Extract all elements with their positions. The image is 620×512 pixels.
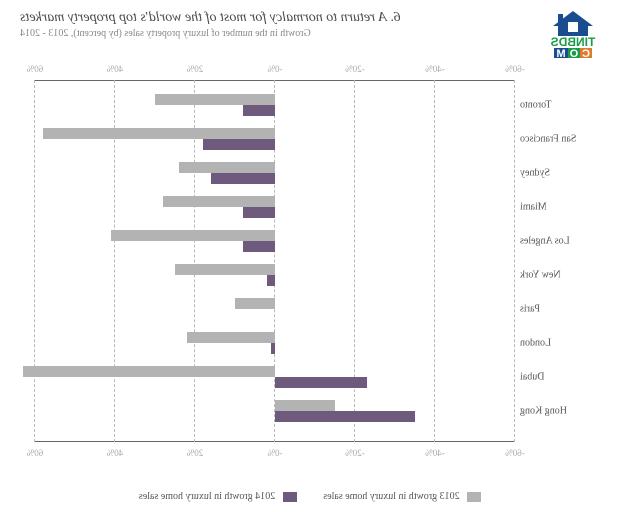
bar: [243, 241, 275, 252]
category-label: New York: [520, 270, 600, 281]
legend-item-2013: 2013 growth in luxury home sales: [323, 491, 481, 502]
svg-text:M: M: [556, 48, 565, 58]
svg-text:C: C: [582, 48, 590, 58]
chart-subtitle: Growth in the number of luxury property …: [20, 28, 600, 39]
bar: [111, 230, 275, 241]
bar: [179, 162, 275, 173]
category-label: San Francisco: [520, 134, 600, 145]
legend-swatch: [283, 492, 297, 502]
x-tick-bottom: -0%: [268, 448, 283, 458]
svg-text:TINBDS: TINBDS: [551, 35, 596, 49]
svg-text:O: O: [569, 48, 578, 58]
bar: [267, 275, 275, 286]
bar: [243, 207, 275, 218]
category-label: London: [520, 338, 600, 349]
category-label: Paris: [520, 304, 600, 315]
category-label: Dubai: [520, 372, 600, 383]
bar: [275, 377, 367, 388]
chart-area: -60% -60% -40% -40% -20% -20% -0% -0% 20% 20% 40% 4…: [20, 62, 600, 462]
x-tick-bottom: -60%: [505, 448, 525, 458]
category-label: Los Angeles: [520, 236, 600, 247]
axis-bottom: [35, 441, 515, 442]
brand-logo: TINBDS C O M: [538, 8, 608, 58]
chart-plot: -60%-60%-40%-40%-20%-20%-0%-0%20%20%40%4…: [35, 80, 515, 442]
bar: [275, 400, 335, 411]
category-label: Miami: [520, 202, 600, 213]
bar: [187, 332, 275, 343]
bar: [23, 366, 275, 377]
gridline: [434, 80, 435, 442]
x-tick-top: 40%: [107, 64, 124, 74]
gridline: [34, 80, 35, 442]
legend-item-2014: 2014 growth in luxury home sales: [139, 491, 297, 502]
category-label: Hong Kong: [520, 406, 600, 417]
x-tick-bottom: 20%: [187, 448, 204, 458]
x-tick-top: -0%: [268, 64, 283, 74]
bar: [271, 343, 275, 354]
x-tick-top: 60%: [27, 64, 44, 74]
gridline: [514, 80, 515, 442]
category-label: Sydney: [520, 168, 600, 179]
x-tick-bottom: -40%: [425, 448, 445, 458]
chart-header: 6. A return to normalcy for most of the …: [0, 0, 620, 44]
legend-label: 2013 growth in luxury home sales: [323, 491, 459, 502]
bar: [155, 94, 275, 105]
bar: [203, 139, 275, 150]
chart-legend: 2013 growth in luxury home sales 2014 gr…: [0, 491, 620, 502]
x-tick-top: 20%: [187, 64, 204, 74]
bar: [175, 264, 275, 275]
chart-title: 6. A return to normalcy for most of the …: [20, 10, 600, 26]
x-tick-top: -40%: [425, 64, 445, 74]
axis-top: [35, 80, 515, 81]
x-tick-bottom: -20%: [345, 448, 365, 458]
legend-label: 2014 growth in luxury home sales: [139, 491, 275, 502]
legend-swatch: [467, 492, 481, 502]
bar: [243, 105, 275, 116]
bar: [43, 128, 275, 139]
bar: [163, 196, 275, 207]
bar: [235, 298, 275, 309]
x-tick-bottom: 40%: [107, 448, 124, 458]
category-label: Toronto: [520, 100, 600, 111]
bar: [211, 173, 275, 184]
x-tick-top: -60%: [505, 64, 525, 74]
x-tick-top: -20%: [345, 64, 365, 74]
x-tick-bottom: 60%: [27, 448, 44, 458]
bar: [275, 411, 415, 422]
